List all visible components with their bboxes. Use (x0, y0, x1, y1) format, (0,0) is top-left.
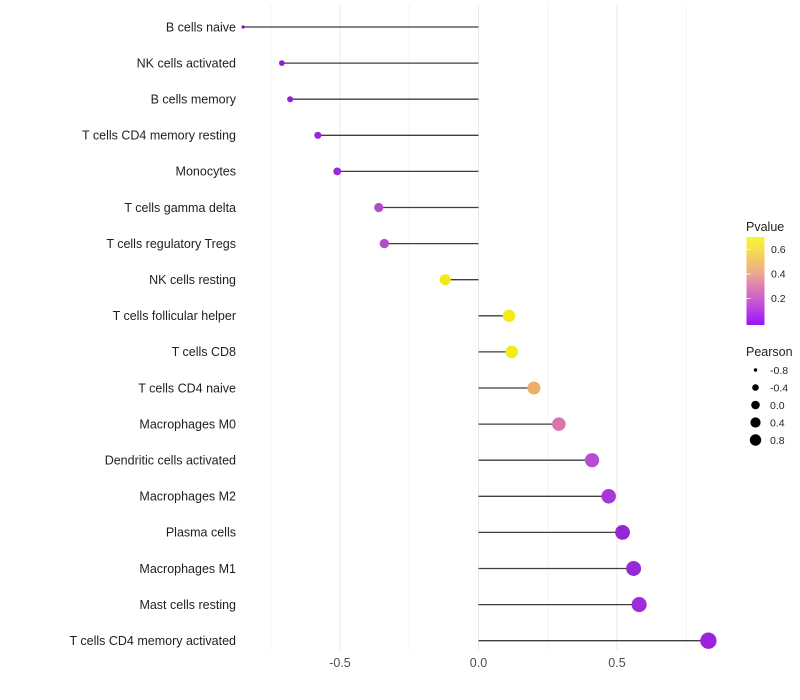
lollipop-dot (584, 453, 600, 468)
lollipop-dot (439, 274, 451, 286)
x-axis-tick-label: -0.5 (329, 656, 351, 670)
lollipop-dot (502, 309, 516, 323)
lollipop-dot (626, 561, 642, 576)
size-legend-dot (749, 434, 762, 446)
y-axis-category-label: Macrophages M2 (139, 490, 236, 504)
lollipop-dot (374, 202, 384, 213)
lollipop-dot (700, 632, 717, 649)
size-legend-label: 0.4 (770, 417, 785, 429)
size-legend-label: -0.8 (770, 365, 788, 377)
y-axis-category-label: T cells CD4 memory resting (82, 129, 236, 143)
size-legend-dot (750, 417, 761, 428)
lollipop-dot (241, 25, 245, 29)
pvalue-colorbar (746, 237, 765, 325)
colorbar-tick-label: 0.4 (771, 269, 786, 281)
size-legend-label: 0.8 (770, 435, 785, 447)
y-axis-category-label: Mast cells resting (139, 598, 236, 612)
y-axis-category-label: Plasma cells (166, 526, 236, 540)
y-axis-category-label: Dendritic cells activated (105, 454, 236, 468)
y-axis-category-label: T cells CD4 naive (138, 381, 236, 395)
y-axis-category-label: Macrophages M0 (139, 417, 236, 431)
lollipop-dot (505, 345, 519, 359)
size-legend-dot (753, 368, 758, 372)
y-axis-category-label: T cells CD4 memory activated (70, 634, 237, 648)
y-axis-category-label: Macrophages M1 (139, 562, 236, 576)
colorbar-tick-label: 0.6 (771, 244, 786, 256)
size-legend-dot (751, 400, 760, 410)
size-legend-label: -0.4 (770, 382, 788, 394)
x-axis-tick-label: 0.0 (470, 656, 487, 670)
lollipop-dot (279, 60, 285, 66)
y-axis-category-label: Monocytes (176, 165, 236, 179)
x-axis-tick-label: 0.5 (608, 656, 625, 670)
lollipop-dot (601, 489, 616, 504)
legend-pvalue-title: Pvalue (746, 220, 784, 234)
colorbar-tick-label: 0.2 (771, 293, 786, 305)
y-axis-category-label: T cells CD8 (172, 345, 236, 359)
y-axis-category-label: T cells follicular helper (113, 309, 236, 323)
y-axis-category-label: B cells memory (151, 93, 237, 107)
y-axis-category-label: B cells naive (166, 20, 236, 34)
legend-pearson-title: Pearson (746, 345, 793, 359)
y-axis-category-label: NK cells activated (137, 56, 236, 70)
lollipop-dot (379, 238, 390, 249)
lollipop-dot (552, 417, 566, 431)
lollipop-dot (631, 597, 647, 613)
lollipop-dot (333, 167, 342, 176)
y-axis-category-label: NK cells resting (149, 273, 236, 287)
lollipop-dot (287, 96, 294, 103)
size-legend-label: 0.0 (770, 400, 785, 412)
y-axis-category-label: T cells gamma delta (124, 201, 236, 215)
y-axis-category-label: T cells regulatory Tregs (106, 237, 236, 251)
lollipop-dot (527, 381, 541, 395)
lollipop-dot (314, 131, 322, 139)
size-legend-dot (752, 384, 759, 391)
lollipop-dot (615, 525, 630, 540)
